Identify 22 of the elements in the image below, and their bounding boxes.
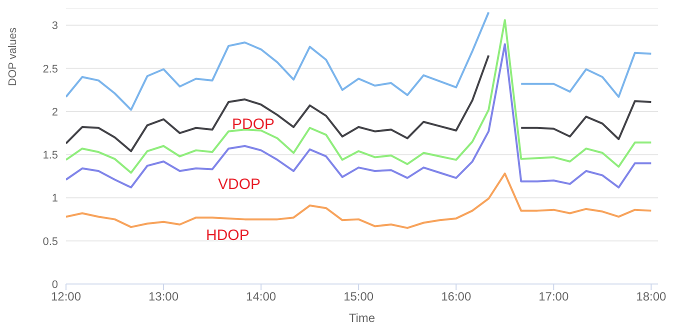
x-tick-label: 14:00 [246, 290, 276, 304]
line-series [66, 43, 652, 188]
y-tick-label: 2.5 [42, 63, 58, 76]
x-tick-label: 17:00 [538, 290, 569, 304]
y-tick-label: 3 [52, 20, 58, 32]
y-tick-label: 2 [52, 106, 58, 118]
x-tick-label: 12:00 [50, 290, 82, 304]
x-tick-label: 18:00 [636, 290, 667, 304]
y-tick-label: 1.5 [42, 150, 58, 162]
x-axis-title: Time [348, 311, 376, 325]
line-series [66, 172, 652, 229]
y-axis-title: DOP values [6, 27, 19, 86]
x-tick-label: 13:00 [148, 290, 179, 304]
y-tick-label: 0.5 [42, 236, 58, 248]
annotation: PDOP [232, 116, 275, 133]
y-tick-label: 0 [52, 278, 58, 291]
x-tick-label: 15:00 [344, 290, 374, 304]
y-tick-label: 1 [52, 192, 58, 205]
annotation: HDOP [206, 227, 250, 244]
annotation: VDOP [218, 176, 261, 193]
line-series [66, 19, 652, 174]
x-tick-label: 16:00 [441, 290, 472, 304]
